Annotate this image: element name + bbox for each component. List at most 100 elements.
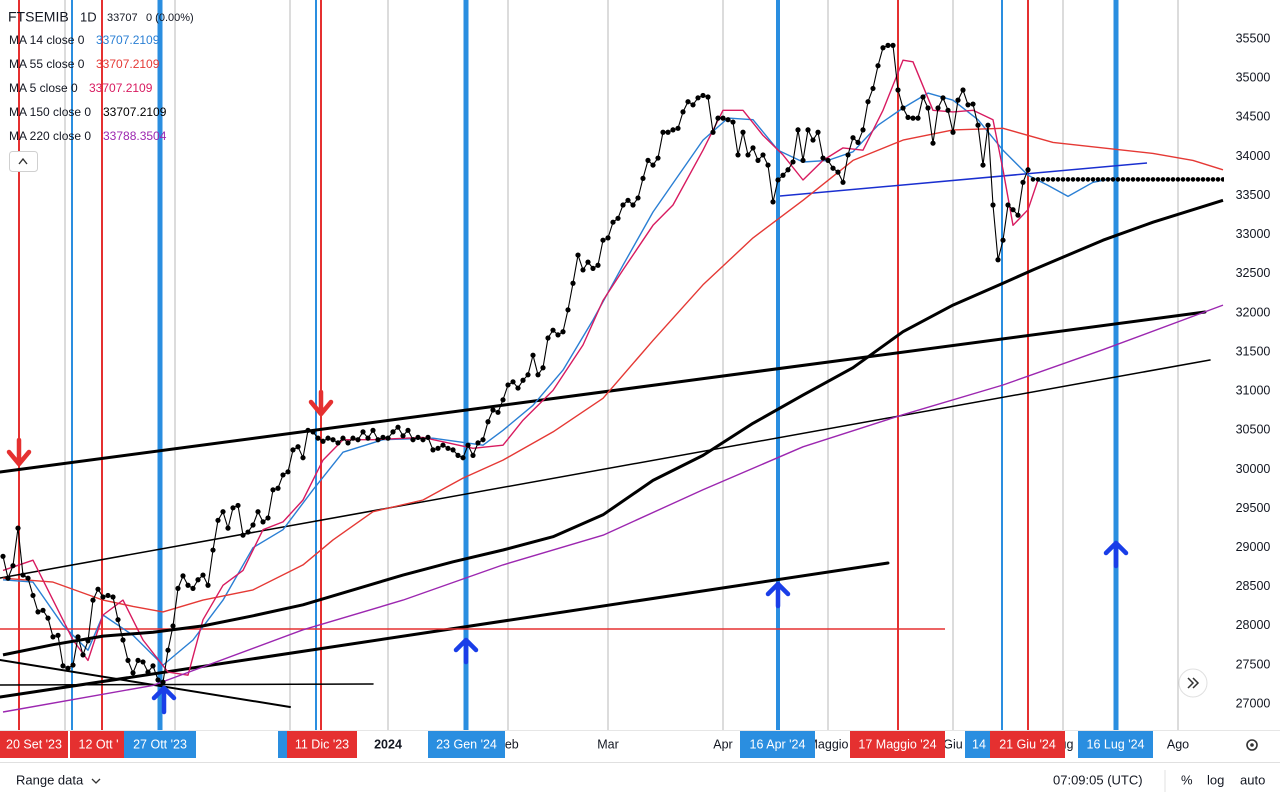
x-tick-label: Giu (943, 737, 963, 751)
moving-average (2, 198, 1224, 657)
up-arrow (151, 685, 177, 715)
price-point (255, 509, 261, 515)
price-point (705, 94, 711, 100)
price-point (150, 663, 156, 669)
last-price-dot (1080, 177, 1086, 182)
price-point (880, 45, 886, 51)
price-point (515, 385, 521, 391)
price-point (555, 332, 561, 338)
price-point (155, 677, 161, 683)
price-point (975, 122, 981, 128)
last-price-dot (1120, 177, 1126, 182)
date-labels: 20 Set '23 12 Ott ' 27 Ott '23 11 Dic '23 23… (0, 731, 1153, 758)
price-point (425, 434, 431, 440)
y-tick-label: 29500 (1236, 501, 1271, 515)
percent-toggle[interactable]: % (1181, 772, 1193, 787)
price-point (0, 553, 6, 559)
last-price-dot (1190, 177, 1196, 182)
price-point (310, 429, 316, 435)
price-point (445, 445, 451, 451)
price-point (905, 114, 911, 120)
price-point (230, 505, 236, 511)
collapse-button[interactable] (9, 151, 38, 172)
date-label-box (1078, 731, 1153, 758)
price-point (1020, 179, 1026, 185)
trend-line (0, 359, 1211, 579)
price-point (790, 159, 796, 165)
collapse-box[interactable] (9, 151, 38, 172)
last-price-dot (1210, 177, 1216, 182)
price-point (370, 427, 376, 433)
price-point (985, 122, 991, 128)
y-tick-label: 28000 (1236, 618, 1271, 632)
arrows (6, 389, 1129, 715)
price-point (190, 585, 196, 591)
last-price-dot (1185, 177, 1191, 182)
price-point (800, 157, 806, 163)
price-point (645, 157, 651, 163)
price-point (605, 235, 611, 241)
price-point (520, 377, 526, 383)
price-point (320, 438, 326, 444)
last-price-dot (1195, 177, 1201, 182)
price-point (655, 155, 661, 161)
price-point (360, 429, 366, 435)
date-label: 12 Ott ' (79, 737, 119, 751)
date-label-box (287, 731, 357, 758)
price-point (660, 129, 666, 135)
date-label-box (0, 731, 68, 758)
price-point (585, 259, 591, 265)
price-point (20, 572, 26, 578)
y-tick-label: 30000 (1236, 462, 1271, 476)
price-point (25, 575, 31, 581)
price-point (945, 107, 951, 113)
axes: 27000 27500 28000 28500 29000 29500 30000 30500… (374, 31, 1270, 751)
price-point (175, 585, 181, 591)
x-tick-label: Apr (713, 737, 732, 751)
date-label-box (965, 731, 993, 758)
auto-toggle[interactable]: auto (1240, 772, 1265, 787)
price-point (685, 99, 691, 105)
price-point (275, 485, 281, 491)
price-point (745, 152, 751, 158)
last-price-dot (1105, 177, 1111, 182)
price-point (680, 109, 686, 115)
price-point (810, 137, 816, 143)
price-point (570, 280, 576, 286)
price-point (755, 157, 761, 163)
last-price-dot (1115, 177, 1121, 182)
price-point (795, 127, 801, 133)
last-price-dot (1070, 177, 1076, 182)
price-point (185, 582, 191, 588)
gear[interactable] (1246, 739, 1258, 751)
price-point (140, 659, 146, 665)
range-button[interactable]: Range data (16, 772, 84, 787)
scroll-icon (1187, 677, 1200, 689)
price-point (135, 657, 141, 663)
scroll-button[interactable] (1178, 668, 1208, 698)
price-point (730, 119, 736, 125)
last-price-dot (1135, 177, 1141, 182)
date-label: 27 Ott '23 (133, 737, 187, 751)
price-point (720, 115, 726, 121)
y-tick-label: 32000 (1236, 305, 1271, 319)
settings-icon[interactable] (1246, 739, 1258, 751)
price-point (665, 129, 671, 135)
trend-line (0, 310, 1207, 474)
price-point (930, 140, 936, 146)
last-price-dot (1030, 177, 1036, 182)
log-toggle[interactable]: log (1207, 772, 1224, 787)
price-point (670, 127, 676, 133)
legend: FTSEMIB 1D 33707 0 (0.00%) MA 14 close 0… (8, 9, 194, 172)
last-price-dot (1155, 177, 1161, 182)
price-point (40, 607, 46, 613)
last-price-dot (1100, 177, 1106, 182)
y-tick-label: 34500 (1236, 110, 1271, 124)
price-point (1025, 167, 1031, 173)
legend-value: 33707.2109 (89, 81, 153, 95)
date-label-box (124, 731, 196, 758)
price-point (725, 117, 731, 123)
price-point (200, 572, 206, 578)
date-label: 16 Lug '24 (1087, 737, 1145, 751)
date-label: 20 Set '23 (6, 737, 62, 751)
